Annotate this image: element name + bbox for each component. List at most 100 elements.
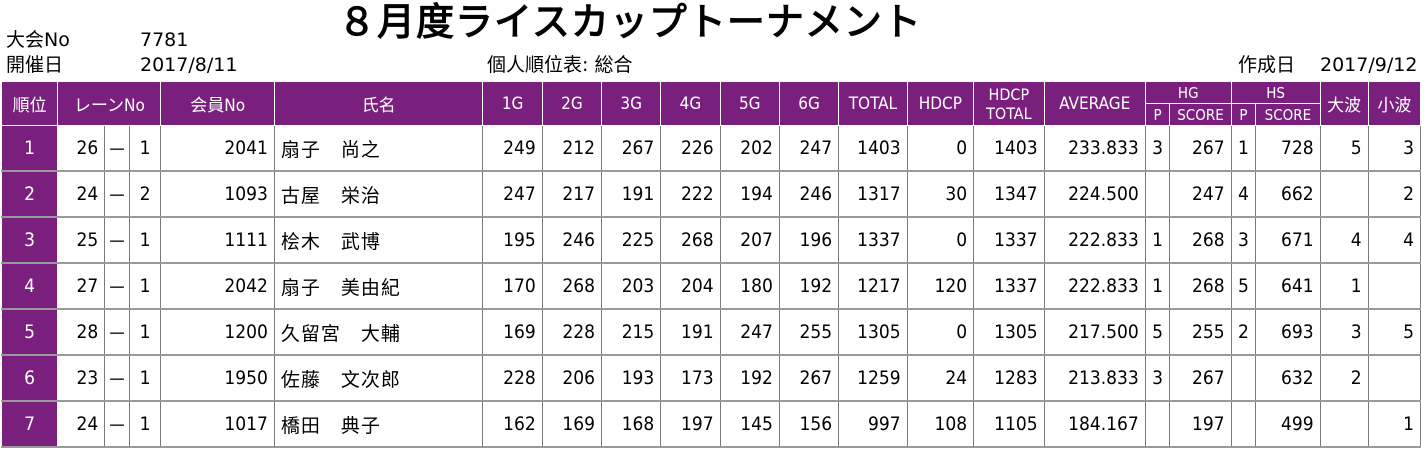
hs-p-cell: 1 xyxy=(1230,125,1257,172)
small-wave-cell xyxy=(1367,354,1422,402)
game-3-cell: 168 xyxy=(601,400,662,448)
total-cell: 1403 xyxy=(838,125,908,172)
hdcp-total-cell: 1337 xyxy=(973,216,1045,264)
average-cell: 217.500 xyxy=(1043,308,1146,356)
game-5-cell: 145 xyxy=(719,400,780,448)
game-2-cell: 228 xyxy=(541,308,603,356)
hdcp-cell: 0 xyxy=(906,308,975,356)
hg-p-cell xyxy=(1144,170,1171,218)
total-cell: 1259 xyxy=(838,354,908,402)
game-4-cell: 226 xyxy=(660,125,721,172)
game-5-cell: 207 xyxy=(719,216,780,264)
member-no-cell: 1200 xyxy=(160,308,275,356)
hdcp-cell: 108 xyxy=(906,400,975,448)
report-label: 個人順位表: 総合 xyxy=(487,54,633,76)
col-name: 氏名 xyxy=(273,81,484,126)
member-no-cell: 1017 xyxy=(160,400,275,448)
small-wave-cell: 1 xyxy=(1367,400,1422,448)
member-no-cell: 1111 xyxy=(160,216,275,264)
total-cell: 997 xyxy=(838,400,908,448)
game-1-cell: 228 xyxy=(482,354,543,402)
big-wave-cell xyxy=(1319,170,1369,218)
game-3-cell: 267 xyxy=(601,125,662,172)
member-no-cell: 1950 xyxy=(160,354,275,402)
col-hs-score: SCORE xyxy=(1255,103,1321,126)
hdcp-cell: 0 xyxy=(906,125,975,172)
col-g3: 3G xyxy=(601,81,662,126)
game-6-cell: 192 xyxy=(778,262,840,310)
lane-b-cell: 1 xyxy=(128,262,162,310)
small-wave-cell xyxy=(1367,262,1422,310)
col-total: TOTAL xyxy=(838,81,908,126)
table-row: 7 24 － 1 1017 橋田 典子 162 169 168 197 145 156 997 108 11… xyxy=(0,400,1422,448)
player-name-cell: 久留宮 大輔 xyxy=(273,308,484,356)
average-cell: 184.167 xyxy=(1043,400,1146,448)
total-cell: 1217 xyxy=(838,262,908,310)
hs-score-cell: 728 xyxy=(1255,125,1321,172)
game-5-cell: 202 xyxy=(719,125,780,172)
game-2-cell: 212 xyxy=(541,125,603,172)
lane-b-cell: 1 xyxy=(128,125,162,172)
col-g1: 1G xyxy=(482,81,543,126)
hdcp-cell: 0 xyxy=(906,216,975,264)
player-name-cell: 扇子 美由紀 xyxy=(273,262,484,310)
hg-p-cell: 3 xyxy=(1144,354,1171,402)
lane-b-cell: 1 xyxy=(128,400,162,448)
game-3-cell: 215 xyxy=(601,308,662,356)
game-4-cell: 197 xyxy=(660,400,721,448)
ranking-table: 順位 レーンNo 会員No 氏名 1G 2G 3G 4G 5G 6G TOTAL… xyxy=(0,81,1422,448)
lane-dash-cell: － xyxy=(104,125,130,172)
game-4-cell: 268 xyxy=(660,216,721,264)
lane-a-cell: 24 xyxy=(57,170,106,218)
hdcp-total-cell: 1337 xyxy=(973,262,1045,310)
col-g5: 5G xyxy=(719,81,780,126)
game-2-cell: 246 xyxy=(541,216,603,264)
tournament-no-label: 大会No xyxy=(6,29,70,51)
col-member: 会員No xyxy=(160,81,275,126)
game-2-cell: 217 xyxy=(541,170,603,218)
game-3-cell: 193 xyxy=(601,354,662,402)
tournament-no: 7781 xyxy=(140,29,189,51)
lane-dash-cell: － xyxy=(104,400,130,448)
game-2-cell: 169 xyxy=(541,400,603,448)
hg-score-cell: 268 xyxy=(1169,262,1232,310)
game-3-cell: 203 xyxy=(601,262,662,310)
average-cell: 222.833 xyxy=(1043,216,1146,264)
col-lane: レーンNo xyxy=(57,81,162,126)
col-hg-score: SCORE xyxy=(1169,103,1232,126)
player-name-cell: 橋田 典子 xyxy=(273,400,484,448)
game-6-cell: 247 xyxy=(778,125,840,172)
game-1-cell: 169 xyxy=(482,308,543,356)
page-title: ８月度ライスカップトーナメント xyxy=(338,0,922,44)
big-wave-cell: 2 xyxy=(1319,354,1369,402)
col-hdcp-total-line1: HDCP xyxy=(988,84,1030,104)
table-row: 5 28 － 1 1200 久留宮 大輔 169 228 215 191 247 255 1305 0 13… xyxy=(0,308,1422,356)
game-2-cell: 268 xyxy=(541,262,603,310)
game-2-cell: 206 xyxy=(541,354,603,402)
lane-a-cell: 23 xyxy=(57,354,106,402)
date-label: 開催日 xyxy=(6,54,64,76)
small-wave-cell: 3 xyxy=(1367,125,1422,172)
col-g4: 4G xyxy=(660,81,721,126)
game-4-cell: 204 xyxy=(660,262,721,310)
col-hg-p: P xyxy=(1144,103,1171,126)
hg-p-cell: 5 xyxy=(1144,308,1171,356)
col-hdcp: HDCP xyxy=(906,81,975,126)
hs-p-cell: 2 xyxy=(1230,308,1257,356)
game-4-cell: 191 xyxy=(660,308,721,356)
small-wave-cell: 2 xyxy=(1367,170,1422,218)
lane-b-cell: 1 xyxy=(128,354,162,402)
hg-p-cell: 3 xyxy=(1144,125,1171,172)
lane-dash-cell: － xyxy=(104,308,130,356)
hs-p-cell xyxy=(1230,354,1257,402)
table-row: 1 26 － 1 2041 扇子 尚之 249 212 267 226 202 247 1403 0 140… xyxy=(0,125,1422,172)
lane-b-cell: 2 xyxy=(128,170,162,218)
hg-p-cell xyxy=(1144,400,1171,448)
lane-a-cell: 25 xyxy=(57,216,106,264)
hdcp-total-cell: 1283 xyxy=(973,354,1045,402)
game-1-cell: 162 xyxy=(482,400,543,448)
hg-score-cell: 268 xyxy=(1169,216,1232,264)
hdcp-total-cell: 1403 xyxy=(973,125,1045,172)
col-hdcp-total: HDCP TOTAL xyxy=(973,81,1045,126)
hg-score-cell: 267 xyxy=(1169,354,1232,402)
